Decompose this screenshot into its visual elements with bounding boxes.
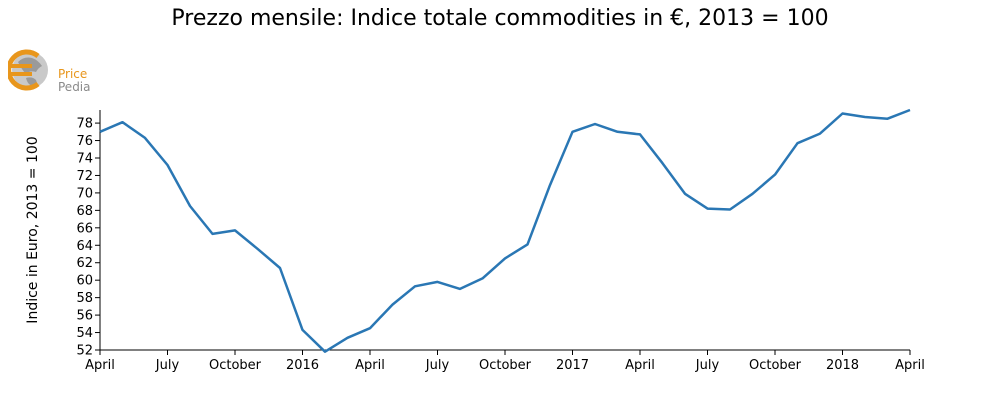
x-tick-label: April xyxy=(355,358,385,373)
logo-text-price: Price xyxy=(58,67,87,81)
data-point xyxy=(751,192,755,196)
y-tick-label: 74 xyxy=(76,152,93,167)
data-point xyxy=(98,130,102,134)
x-tick-label: 2017 xyxy=(556,358,589,373)
x-tick-label: October xyxy=(749,358,802,373)
data-point xyxy=(796,141,800,145)
series-line xyxy=(99,108,911,353)
euro-globe-icon xyxy=(8,49,48,91)
x-tick-label: April xyxy=(895,358,925,373)
data-point xyxy=(728,207,732,211)
data-point xyxy=(706,207,710,211)
data-point xyxy=(481,276,485,280)
y-axis: 52 54 56 58 60 62 64 66 68 70 72 74 76 78 xyxy=(76,110,101,359)
x-tick-label: 2018 xyxy=(826,358,859,373)
x-tick-label: 2016 xyxy=(286,358,319,373)
data-point xyxy=(368,326,372,330)
y-tick-label: 70 xyxy=(76,186,93,201)
y-tick-label: 60 xyxy=(76,274,93,289)
data-point xyxy=(683,192,687,196)
data-point xyxy=(616,130,620,134)
y-tick-label: 72 xyxy=(76,169,93,184)
y-tick-label: 66 xyxy=(76,221,93,236)
y-tick-label: 62 xyxy=(76,256,93,271)
x-tick-label: April xyxy=(625,358,655,373)
data-point xyxy=(233,228,237,232)
data-point xyxy=(143,136,147,140)
series-layer xyxy=(98,108,912,354)
y-tick-label: 58 xyxy=(76,291,93,306)
data-point xyxy=(436,280,440,284)
data-point xyxy=(863,115,867,119)
data-point xyxy=(413,284,417,288)
y-tick-label: 54 xyxy=(76,326,93,341)
data-point xyxy=(661,161,665,165)
chart-title: Prezzo mensile: Indice totale commoditie… xyxy=(171,6,829,31)
x-axis: April July October 2016 April July October 2017… xyxy=(85,349,925,373)
x-tick-label: October xyxy=(479,358,532,373)
data-point xyxy=(571,130,575,134)
x-tick-label: July xyxy=(155,358,180,373)
data-point xyxy=(166,163,170,167)
data-point xyxy=(188,204,192,208)
y-tick-label: 52 xyxy=(76,344,93,359)
data-point xyxy=(886,117,890,121)
pricepedia-logo: Price Pedia xyxy=(8,49,91,94)
x-tick-label: October xyxy=(209,358,262,373)
y-tick-label: 76 xyxy=(76,134,93,149)
data-point xyxy=(841,111,845,115)
x-tick-label: July xyxy=(695,358,720,373)
y-tick-label: 64 xyxy=(76,239,93,254)
logo-text-pedia: Pedia xyxy=(58,80,91,94)
y-tick-label: 78 xyxy=(76,117,93,132)
data-point xyxy=(773,173,777,177)
y-tick-label: 56 xyxy=(76,309,93,324)
data-point xyxy=(211,232,215,236)
data-point xyxy=(346,336,350,340)
y-tick-label: 68 xyxy=(76,204,93,219)
data-point xyxy=(908,108,912,112)
data-point xyxy=(548,183,552,187)
data-point xyxy=(593,122,597,126)
data-point xyxy=(323,350,327,354)
y-axis-title: Indice in Euro, 2013 = 100 xyxy=(25,136,41,323)
data-point xyxy=(458,287,462,291)
x-tick-label: April xyxy=(85,358,115,373)
data-point xyxy=(638,132,642,136)
data-point xyxy=(278,266,282,270)
data-point xyxy=(503,256,507,260)
data-point xyxy=(301,328,305,332)
data-point xyxy=(526,242,530,246)
data-point xyxy=(256,247,260,251)
data-point xyxy=(121,120,125,124)
data-point xyxy=(818,132,822,136)
x-tick-label: July xyxy=(425,358,450,373)
data-point xyxy=(391,303,395,307)
